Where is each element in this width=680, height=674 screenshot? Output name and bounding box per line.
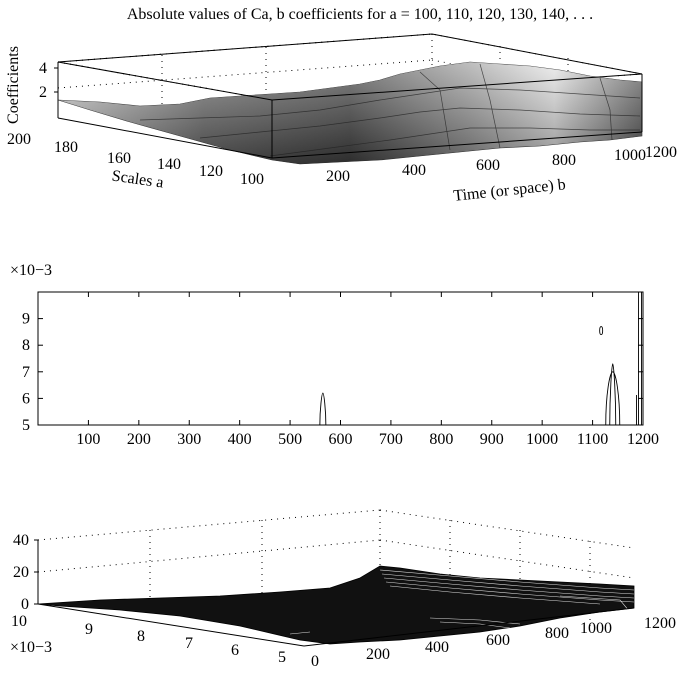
z-tick-label: 40 [13, 532, 29, 549]
mesh-back-grid [37, 509, 635, 630]
exponent-label: ×10−3 [10, 639, 52, 656]
y-tick-label: 120 [199, 163, 223, 180]
surface-plot: Absolute values of Ca, b coefficients fo… [5, 6, 677, 205]
y-tick-label: 6 [22, 390, 30, 407]
y-tick-label: 200 [7, 131, 31, 148]
mesh-surface [37, 565, 635, 645]
x-tick-label: 500 [278, 431, 302, 448]
x-tick-label: 900 [480, 431, 504, 448]
x-tick-label: 1000 [614, 147, 646, 164]
contour-lines [319, 292, 642, 426]
x-tick-label: 800 [429, 431, 453, 448]
x-tick-label: 1200 [645, 144, 677, 161]
contour-axes [37, 291, 644, 426]
z-tick-label: 20 [13, 564, 29, 581]
x-tick-label: 100 [76, 431, 100, 448]
y-tick-label: 5 [278, 649, 286, 666]
chart-title: Absolute values of Ca, b coefficients fo… [127, 6, 593, 23]
y-tick-label: 140 [157, 156, 181, 173]
x-tick-label: 700 [379, 431, 403, 448]
exponent-label: ×10−3 [10, 262, 52, 279]
z-axis-label: Coefficients [5, 46, 22, 124]
contour-line [636, 292, 642, 425]
x-tick-label: 0 [311, 653, 319, 670]
x-tick-label: 200 [366, 646, 390, 663]
contour-ticks [38, 292, 644, 426]
y-tick-label: 8 [137, 628, 145, 645]
x-tick-label: 600 [329, 431, 353, 448]
y-tick-label: 100 [240, 171, 264, 188]
x-tick-label: 400 [425, 639, 449, 656]
x-axis-label: Time (or space) b [453, 176, 567, 205]
x-tick-label: 1000 [580, 620, 612, 637]
x-tick-label: 200 [127, 431, 151, 448]
x-tick-label: 1000 [526, 431, 558, 448]
z-tick-label: 4 [39, 60, 47, 77]
y-tick-label: 7 [185, 635, 193, 652]
y-tick-label: 5 [22, 417, 30, 434]
contour-y-tick-labels: 5 6 7 8 9 [22, 311, 30, 434]
x-tick-label: 800 [552, 152, 576, 169]
x-tick-label: 200 [326, 168, 350, 185]
mesh-plot: 40 20 0 10 9 8 7 6 5 ×10−3 0 200 400 600… [10, 509, 676, 670]
surface-z-ticks [54, 67, 58, 93]
surface-box [57, 33, 643, 159]
y-tick-label: 180 [54, 139, 78, 156]
y-tick-label: 10 [11, 613, 27, 630]
z-tick-label: 2 [39, 84, 47, 101]
y-tick-label: 6 [231, 642, 239, 659]
x-tick-label: 1200 [627, 431, 659, 448]
y-tick-label: 9 [22, 311, 30, 328]
y-tick-label: 160 [107, 150, 131, 167]
contour-line [599, 326, 604, 336]
y-tick-label: 9 [85, 621, 93, 638]
contour-line [319, 392, 327, 426]
x-tick-label: 600 [476, 157, 500, 174]
contour-line [605, 363, 621, 426]
x-tick-label: 400 [402, 162, 426, 179]
surface-mesh [57, 59, 643, 165]
x-tick-label: 800 [545, 625, 569, 642]
x-tick-label: 600 [486, 632, 510, 649]
x-tick-label: 1100 [577, 431, 608, 448]
z-tick-label: 0 [21, 596, 29, 613]
y-tick-label: 8 [22, 337, 30, 354]
y-tick-label: 7 [22, 364, 30, 381]
x-tick-label: 1200 [644, 615, 676, 632]
x-tick-label: 400 [228, 431, 252, 448]
contour-x-tick-labels: 100 200 300 400 500 600 700 800 900 1000 1100 1200 [76, 431, 659, 448]
contour-plot: ×10−3 100 200 300 400 500 600 700 800 900 1000 110… [10, 262, 659, 448]
x-tick-label: 300 [177, 431, 201, 448]
mesh-z-ticks [34, 539, 38, 605]
